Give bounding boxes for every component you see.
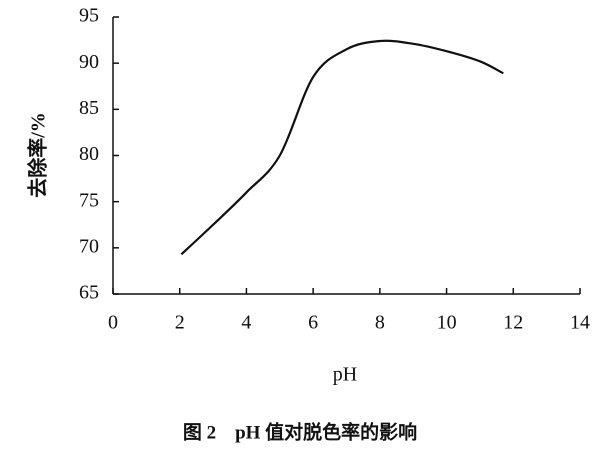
- x-tick-label: 14: [570, 312, 590, 334]
- y-tick-label: 80: [79, 143, 99, 165]
- x-tick-label: 10: [437, 312, 457, 334]
- x-tick-label: 6: [308, 312, 318, 334]
- y-tick-label: 90: [79, 51, 99, 73]
- y-tick-label: 70: [79, 235, 99, 257]
- x-tick-label: 2: [175, 312, 185, 334]
- x-tick-label: 4: [241, 312, 251, 334]
- caption: 图 2 pH 值对脱色率的影响: [183, 420, 417, 443]
- y-tick-label: 65: [79, 282, 99, 304]
- y-axis-label: 去除率/%: [26, 112, 50, 198]
- y-tick-label: 95: [79, 5, 99, 27]
- x-tick-label: 12: [503, 312, 523, 334]
- x-axis-label: pH: [333, 364, 357, 386]
- y-tick-label: 75: [79, 189, 99, 211]
- data-line: [180, 39, 504, 256]
- x-tick-label: 0: [108, 312, 118, 334]
- y-tick-label: 85: [79, 97, 99, 119]
- x-tick-label: 8: [375, 312, 385, 334]
